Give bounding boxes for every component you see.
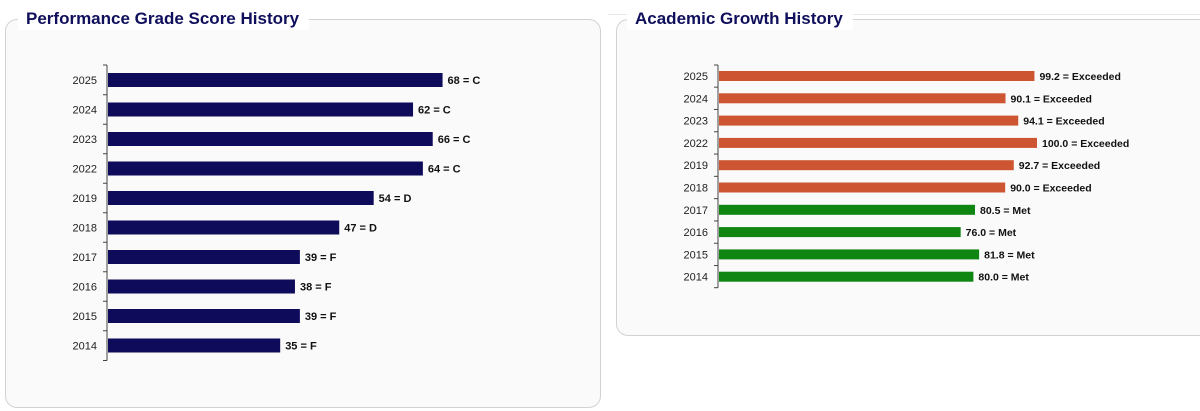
academic-growth-panel: Academic Growth History 2025 99.2 = Excee…	[616, 8, 1200, 336]
data-label: 92.7 = Exceeded	[1019, 160, 1100, 172]
data-label: 39 = F	[305, 311, 337, 323]
bar	[719, 160, 1014, 171]
data-label: 76.0 = Met	[966, 227, 1017, 239]
data-label: 38 = F	[300, 282, 332, 294]
bar	[108, 161, 423, 176]
category-label: 2024	[684, 93, 708, 105]
data-label: 94.1 = Exceeded	[1023, 116, 1104, 128]
bar	[108, 338, 281, 353]
bar	[719, 93, 1006, 104]
data-label: 68 = C	[448, 75, 481, 87]
bar	[108, 309, 300, 323]
academic-growth-chart: 2025 99.2 = Exceeded 2024 90.1 = Exceeded 20…	[684, 64, 1129, 289]
bar	[719, 71, 1035, 81]
data-label: 64 = C	[428, 164, 461, 176]
data-label: 66 = C	[438, 134, 471, 146]
data-label: 80.5 = Met	[980, 205, 1031, 217]
bar	[108, 279, 295, 294]
category-label: 2022	[73, 164, 97, 176]
bar	[108, 191, 374, 205]
bar	[719, 115, 1019, 126]
bar	[108, 102, 414, 117]
performance-grade-chart: 2025 68 = C 2024 62 = C 2023 66 = C 2022 64 = C…	[73, 64, 481, 361]
category-label: 2014	[684, 272, 708, 284]
panel-title-growth: Academic Growth History	[627, 8, 853, 30]
data-label: 80.0 = Met	[978, 272, 1029, 284]
category-label: 2018	[73, 223, 97, 235]
data-label: 100.0 = Exceeded	[1042, 138, 1129, 150]
bar	[108, 132, 433, 146]
data-label: 54 = D	[379, 193, 412, 205]
category-label: 2023	[73, 134, 97, 146]
bar	[719, 249, 980, 260]
category-label: 2017	[684, 205, 708, 217]
bar	[719, 182, 1006, 193]
data-label: 62 = C	[418, 105, 451, 117]
bar	[108, 73, 443, 87]
category-label: 2015	[73, 311, 97, 323]
category-label: 2023	[684, 116, 708, 128]
category-label: 2016	[684, 227, 708, 239]
category-label: 2025	[73, 75, 97, 87]
data-label: 90.0 = Exceeded	[1010, 183, 1091, 195]
bar	[108, 250, 300, 264]
data-label: 81.8 = Met	[984, 249, 1035, 261]
data-label: 99.2 = Exceeded	[1039, 71, 1120, 83]
category-label: 2024	[73, 105, 97, 117]
category-label: 2022	[684, 138, 708, 150]
category-label: 2019	[73, 193, 97, 205]
data-label: 35 = F	[285, 341, 317, 353]
data-label: 39 = F	[305, 252, 337, 264]
performance-grade-panel: Performance Grade Score History 2025 68 =…	[5, 8, 601, 408]
category-label: 2015	[684, 249, 708, 261]
category-label: 2018	[684, 183, 708, 195]
category-label: 2014	[73, 341, 97, 353]
category-label: 2025	[684, 71, 708, 83]
data-label: 47 = D	[344, 223, 377, 235]
category-label: 2016	[73, 282, 97, 294]
bar	[108, 220, 340, 235]
category-label: 2017	[73, 252, 97, 264]
category-label: 2019	[684, 160, 708, 172]
bar	[719, 271, 974, 282]
bar	[719, 204, 975, 215]
bar	[719, 137, 1037, 148]
bar	[719, 227, 961, 238]
panel-title-performance: Performance Grade Score History	[18, 8, 310, 30]
data-label: 90.1 = Exceeded	[1011, 93, 1092, 105]
